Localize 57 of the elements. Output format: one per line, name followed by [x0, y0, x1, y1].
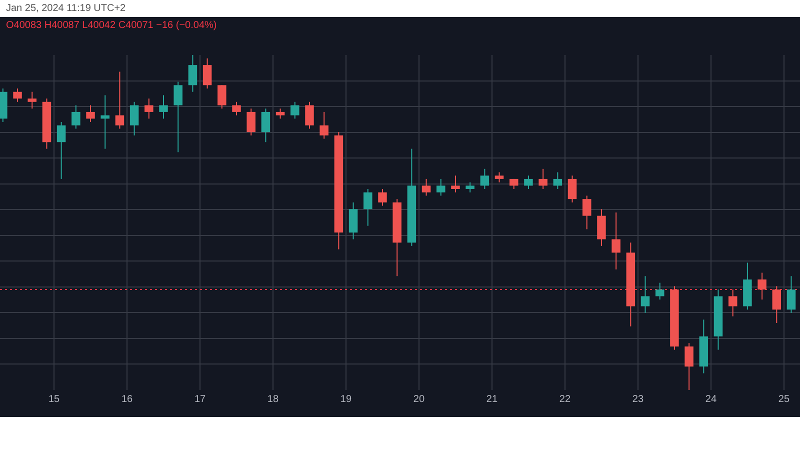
candlestick	[436, 178, 446, 196]
candlestick	[758, 272, 766, 300]
candlestick	[202, 58, 212, 89]
candlestick	[640, 276, 650, 314]
candlestick	[28, 91, 36, 110]
x-tick-label: 16	[121, 394, 134, 405]
x-tick-label: 23	[632, 394, 644, 405]
candlestick	[320, 111, 328, 140]
candlestick	[115, 71, 124, 130]
candlestick	[305, 101, 314, 130]
candlestick	[174, 81, 182, 153]
x-tick-label: 25	[778, 394, 790, 405]
x-tick-label: 18	[267, 394, 279, 405]
candlestick	[612, 212, 620, 270]
candlestick	[786, 276, 796, 314]
x-tick-label: 17	[194, 394, 206, 405]
x-tick-label: 22	[559, 394, 571, 405]
chart-title: Jan 25, 2024 11:19 UTC+2	[5, 2, 127, 16]
candlestick	[728, 289, 738, 317]
candlestick	[524, 175, 533, 190]
candlestick	[130, 101, 139, 136]
candlestick	[553, 172, 562, 190]
candlestick	[364, 188, 372, 226]
candlestick	[348, 202, 358, 240]
candlestick	[246, 108, 256, 136]
candlestick	[772, 286, 782, 324]
candlestick	[597, 208, 606, 246]
candlestick	[232, 101, 241, 116]
candlestick	[218, 84, 226, 110]
candlestick	[261, 108, 270, 143]
candlestick	[684, 342, 694, 390]
candlestick	[86, 104, 95, 122]
candlestick	[100, 94, 110, 150]
x-tick-label: 19	[340, 394, 352, 405]
candlestick	[466, 182, 474, 193]
text: O40083 H40087 L40042 C40071 −16 (−0.04%)	[6, 20, 217, 31]
candlestick	[422, 178, 431, 196]
candlestick	[494, 172, 504, 183]
candlestick	[538, 168, 548, 190]
candlestick	[13, 88, 22, 102]
candlestick	[276, 108, 285, 120]
candlestick	[582, 195, 592, 230]
candlestick	[159, 94, 168, 120]
candlestick	[290, 101, 300, 120]
candlestick	[655, 282, 664, 300]
candlestick	[451, 175, 460, 193]
candlestick	[188, 54, 198, 92]
x-tick-label: 20	[413, 394, 425, 405]
x-tick-label: 21	[486, 394, 498, 405]
candlestick	[378, 188, 387, 206]
x-tick-label: 24	[705, 394, 717, 405]
candlestick	[56, 122, 66, 180]
candlestick	[568, 175, 577, 203]
x-tick-label: 15	[48, 394, 60, 405]
candlestick	[480, 168, 490, 190]
candlestick	[72, 104, 80, 130]
candlestick	[144, 98, 154, 120]
